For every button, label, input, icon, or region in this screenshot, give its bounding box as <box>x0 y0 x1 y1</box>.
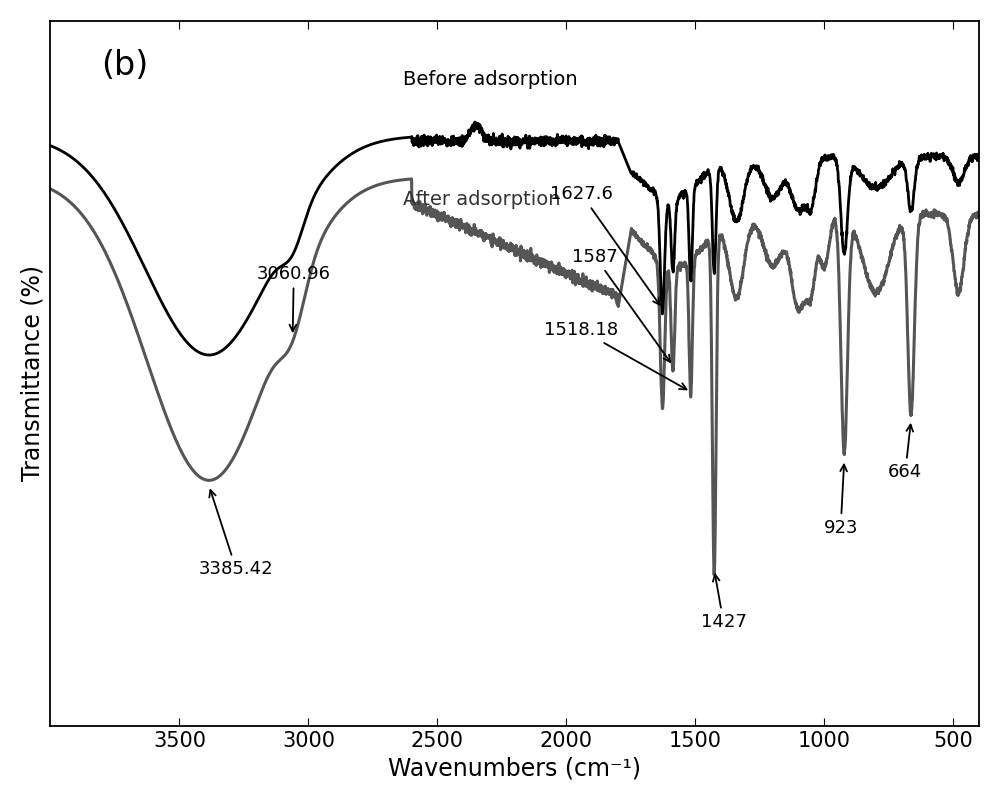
Text: 1518.18: 1518.18 <box>544 321 687 389</box>
Text: 1627.6: 1627.6 <box>550 185 660 305</box>
Text: (b): (b) <box>101 49 149 82</box>
Text: 664: 664 <box>888 425 922 481</box>
Text: Before adsorption: Before adsorption <box>403 70 578 89</box>
X-axis label: Wavenumbers (cm⁻¹): Wavenumbers (cm⁻¹) <box>388 756 641 780</box>
Y-axis label: Transmittance (%): Transmittance (%) <box>21 265 45 481</box>
Text: 1587: 1587 <box>572 248 670 362</box>
Text: 1427: 1427 <box>701 574 746 631</box>
Text: 923: 923 <box>823 465 858 537</box>
Text: 3060.96: 3060.96 <box>257 264 331 332</box>
Text: 3385.42: 3385.42 <box>199 490 273 578</box>
Text: After adsorption: After adsorption <box>403 190 561 209</box>
